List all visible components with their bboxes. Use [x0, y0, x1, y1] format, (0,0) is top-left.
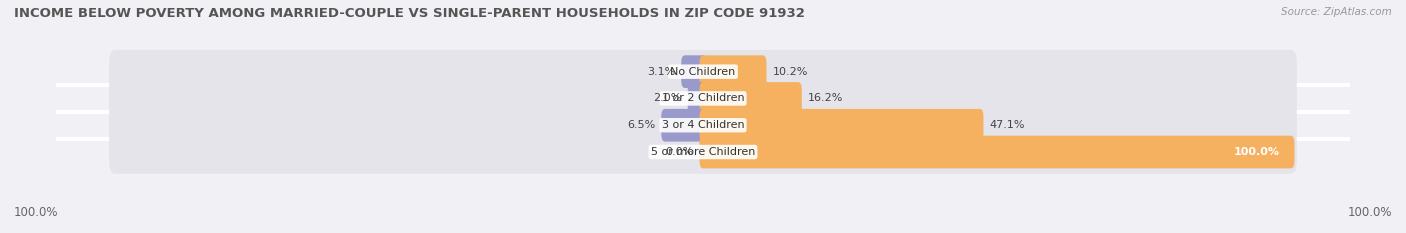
Text: 5 or more Children: 5 or more Children	[651, 147, 755, 157]
FancyBboxPatch shape	[688, 82, 707, 115]
FancyBboxPatch shape	[661, 109, 707, 142]
Text: 100.0%: 100.0%	[1233, 147, 1279, 157]
Text: 1 or 2 Children: 1 or 2 Children	[662, 93, 744, 103]
Text: 47.1%: 47.1%	[990, 120, 1025, 130]
Text: 6.5%: 6.5%	[627, 120, 655, 130]
Text: 0.0%: 0.0%	[665, 147, 693, 157]
Text: 100.0%: 100.0%	[14, 206, 59, 219]
Text: No Children: No Children	[671, 67, 735, 77]
Text: 10.2%: 10.2%	[772, 67, 808, 77]
FancyBboxPatch shape	[699, 82, 801, 115]
Text: 100.0%: 100.0%	[1347, 206, 1392, 219]
FancyBboxPatch shape	[699, 136, 1295, 168]
Text: 16.2%: 16.2%	[807, 93, 844, 103]
FancyBboxPatch shape	[110, 50, 1296, 93]
FancyBboxPatch shape	[110, 103, 1296, 147]
FancyBboxPatch shape	[110, 77, 1296, 120]
Text: 3.1%: 3.1%	[647, 67, 675, 77]
FancyBboxPatch shape	[699, 109, 983, 142]
FancyBboxPatch shape	[110, 130, 1296, 174]
Text: 2.0%: 2.0%	[654, 93, 682, 103]
FancyBboxPatch shape	[699, 55, 766, 88]
Text: INCOME BELOW POVERTY AMONG MARRIED-COUPLE VS SINGLE-PARENT HOUSEHOLDS IN ZIP COD: INCOME BELOW POVERTY AMONG MARRIED-COUPL…	[14, 7, 804, 20]
Legend: Married Couples, Single Parents: Married Couples, Single Parents	[578, 230, 828, 233]
Text: Source: ZipAtlas.com: Source: ZipAtlas.com	[1281, 7, 1392, 17]
Text: 3 or 4 Children: 3 or 4 Children	[662, 120, 744, 130]
FancyBboxPatch shape	[682, 55, 707, 88]
